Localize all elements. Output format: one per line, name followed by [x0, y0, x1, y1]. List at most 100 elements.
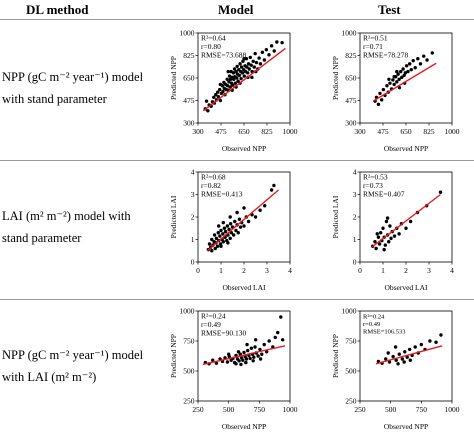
chart-0-data-point — [212, 95, 216, 99]
chart-2-data-point — [234, 228, 238, 233]
chart-2-data-point — [221, 232, 225, 236]
chart-2-data-point — [221, 220, 225, 225]
chart-0-data-point — [227, 80, 231, 84]
chart-4-data-point — [239, 362, 243, 367]
chart-3-data-point — [438, 190, 443, 194]
header-model: Model — [218, 2, 254, 17]
chart-2-data-point — [233, 219, 237, 224]
chart-2-stat-1: r=0.82 — [201, 181, 221, 190]
chart-2-data-point — [221, 240, 225, 244]
chart-0-data-point — [251, 59, 255, 63]
chart-2-data-point — [219, 228, 223, 233]
chart-4-x-axis-label: Observed NPP — [222, 422, 266, 431]
chart-5-y-tick-label: 250 — [345, 397, 357, 406]
chart-5-data-point — [428, 339, 432, 343]
chart-3-y-tick-label: 3 — [353, 190, 357, 199]
chart-1-data-point — [395, 80, 399, 84]
chart-1-y-tick-label: 300 — [345, 119, 357, 128]
chart-3-data-point — [389, 236, 393, 241]
chart-5-data-point — [408, 358, 412, 362]
chart-1-stat-1: r=0.71 — [363, 42, 383, 51]
chart-3-data-point — [375, 232, 379, 236]
chart-3-data-point — [377, 242, 382, 246]
chart-4-y-tick-label: 250 — [183, 397, 195, 406]
chart-0-data-point — [214, 93, 218, 97]
chart-0-data-point — [216, 94, 221, 99]
chart-2-y-tick-label: 1 — [191, 235, 195, 244]
chart-4-stat-0: R²=0.24 — [201, 312, 226, 321]
chart-3-x-tick-label: 3 — [427, 266, 431, 275]
chart-1-data-point — [396, 72, 400, 76]
chart-3-data-point — [384, 219, 389, 224]
chart-0-data-point — [228, 85, 232, 89]
chart-1-data-point — [409, 67, 413, 72]
chart-0-x-tick-label: 1000 — [283, 127, 298, 136]
chart-3-data-point — [385, 216, 390, 220]
chart-2-y-tick-label: 3 — [191, 190, 195, 199]
chart-1-y-axis-label: Predicted NPP — [331, 56, 340, 100]
chart-1-x-tick-label: 650 — [400, 127, 412, 136]
chart-2-data-point — [237, 217, 242, 221]
chart-0-data-point — [254, 60, 259, 65]
chart-5-stat-2: RMSE=106.533 — [363, 329, 406, 336]
chart-1-data-point — [430, 51, 434, 55]
chart-1-data-point — [378, 91, 382, 96]
chart-4-y-axis-label: Predicted NPP — [169, 334, 178, 378]
chart-2-data-point — [207, 242, 212, 246]
chart-0-x-tick-label: 825 — [261, 127, 273, 136]
chart-0-y-tick-label: 650 — [183, 74, 195, 83]
chart-4-data-point — [267, 339, 271, 343]
chart-2-data-point — [236, 231, 240, 235]
chart-0-data-point — [239, 76, 243, 81]
chart-0-data-point — [269, 44, 274, 48]
chart-0-data-point — [252, 65, 256, 69]
chart-0-y-tick-label: 1000 — [180, 29, 195, 38]
row2-model-scatter: 0 1 2 3 4 0 1 2 3 4 Observed LAI Predicted LAI R²=0.… — [169, 168, 292, 292]
chart-5-regression-line — [375, 345, 443, 365]
row1-test-scatter: 300 475 650 825 1000 300 475 650 825 1000 Observed… — [331, 29, 460, 153]
chart-3-data-point — [397, 232, 401, 236]
chart-1-data-point — [395, 69, 399, 74]
chart-2-x-tick-label: 4 — [288, 266, 292, 275]
chart-1-data-point — [397, 85, 402, 90]
chart-0-x-axis-label: Observed NPP — [222, 144, 266, 153]
chart-5-y-tick-label: 1000 — [342, 307, 357, 316]
chart-0-data-point — [267, 53, 271, 57]
chart-1-data-point — [404, 64, 409, 68]
chart-3-x-tick-label: 0 — [358, 266, 362, 275]
chart-0-data-point — [258, 62, 263, 66]
chart-1-x-tick-label: 475 — [377, 127, 389, 136]
chart-2-y-tick-label: 2 — [191, 213, 195, 222]
chart-2-data-point — [215, 244, 220, 248]
chart-1-data-point — [406, 69, 410, 74]
row1-method-line1: NPP (gC m⁻² year⁻¹) model — [2, 70, 144, 84]
chart-4-x-tick-label: 750 — [254, 405, 266, 414]
chart-0-data-point — [233, 81, 238, 85]
chart-4-data-point — [225, 360, 230, 364]
chart-2-data-point — [269, 188, 274, 192]
chart-0-data-point — [225, 84, 230, 88]
chart-3-y-axis-label: Predicted LAI — [331, 195, 340, 238]
chart-0-data-point — [244, 57, 249, 61]
chart-3-x-tick-label: 2 — [404, 266, 408, 275]
chart-5-data-point — [407, 347, 412, 352]
chart-1-y-tick-label: 650 — [345, 74, 357, 83]
chart-1-x-tick-label: 300 — [354, 127, 366, 136]
chart-5-data-point — [402, 360, 406, 364]
chart-4-data-point — [236, 350, 241, 354]
chart-5-y-tick-label: 750 — [345, 337, 357, 346]
chart-1-data-point — [397, 77, 401, 81]
chart-5-y-tick-label: 500 — [345, 367, 357, 376]
chart-4-data-point — [251, 359, 255, 363]
chart-0-data-point — [245, 71, 250, 75]
chart-3-stat-1: r=0.73 — [363, 181, 383, 190]
chart-2-data-point — [242, 206, 246, 210]
chart-4-data-point — [237, 359, 241, 363]
chart-0-data-point — [260, 50, 265, 54]
chart-0-data-point — [225, 77, 229, 81]
chart-2-x-tick-label: 2 — [242, 266, 246, 275]
row3-test-scatter: 250 500 750 1000 250 500 750 1000 Observed NPP Pr… — [331, 307, 460, 431]
chart-2-x-tick-label: 3 — [265, 266, 269, 275]
chart-4-data-point — [260, 352, 264, 356]
chart-5-x-axis-label: Observed NPP — [384, 422, 428, 431]
